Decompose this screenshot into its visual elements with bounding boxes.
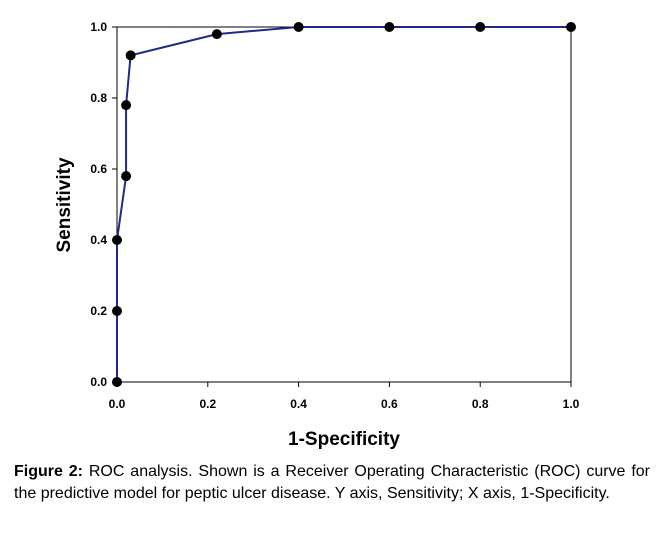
y-tick-label: 0.0 [90,375,107,389]
x-tick-label: 0.8 [472,397,489,411]
roc-data-point [566,22,576,32]
roc-data-point [121,100,132,111]
y-tick-label: 1.0 [90,20,107,34]
roc-data-point [112,377,122,387]
roc-chart: 0.0 0.2 0.4 0.6 0.8 1.0 0.0 0.2 0.4 0.6 0.8 1.0 1-… [54,20,580,450]
series-layer [112,22,576,387]
figure-caption-label: Figure 2: [14,463,83,480]
y-axis-ticks: 0.0 0.2 0.4 0.6 0.8 1.0 [90,20,117,389]
x-tick-label: 0.6 [381,397,398,411]
x-axis-ticks: 0.0 0.2 0.4 0.6 0.8 1.0 [109,382,580,411]
roc-data-point [112,235,122,245]
x-tick-label: 0.4 [290,397,307,411]
y-tick-label: 0.8 [90,91,107,105]
x-tick-label: 0.0 [109,397,126,411]
roc-data-point [112,306,122,316]
plot-area-frame [116,26,572,383]
x-axis-title: 1-Specificity [288,429,400,450]
y-tick-label: 0.2 [90,304,107,318]
roc-data-point [293,22,304,32]
roc-data-point [211,29,222,40]
roc-curve-line [116,26,571,382]
roc-data-point [475,22,486,32]
y-axis-title: Sensitivity [54,157,75,252]
x-tick-label: 1.0 [563,397,580,411]
roc-data-point [384,22,395,32]
y-tick-label: 0.4 [90,233,107,247]
x-tick-label: 0.2 [199,397,216,411]
figure-caption-text: ROC analysis. Shown is a Receiver Operat… [14,463,651,502]
roc-data-point [125,50,136,61]
y-tick-label: 0.6 [90,162,107,176]
figure-caption: Figure 2: ROC analysis. Shown is a Recei… [14,461,650,505]
roc-data-point [121,171,132,182]
